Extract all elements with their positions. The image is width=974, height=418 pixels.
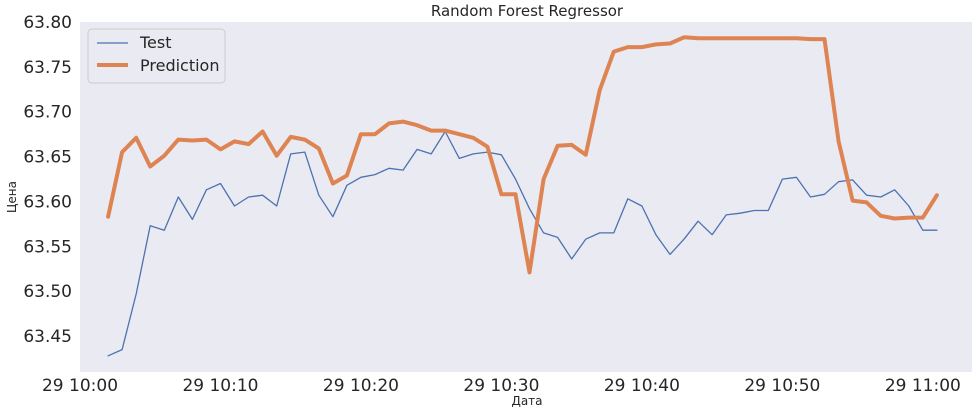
x-tick-label: 29 10:10 [182, 376, 258, 396]
series-line-test [107, 130, 938, 357]
series-layer [106, 35, 939, 357]
x-tick-label: 29 10:40 [604, 376, 680, 396]
y-tick-label: 63.45 [23, 327, 72, 347]
x-tick-label: 29 10:50 [744, 376, 820, 396]
x-tick-label: 29 11:00 [885, 376, 961, 396]
y-tick-label: 63.75 [23, 58, 72, 78]
y-tick-label: 63.60 [23, 192, 72, 212]
y-tick-label: 63.50 [23, 282, 72, 302]
legend-label-prediction: Prediction [140, 56, 219, 75]
chart-title: Random Forest Regressor [431, 2, 624, 20]
y-tick-label: 63.65 [23, 148, 72, 168]
x-tick-label: 29 10:20 [323, 376, 399, 396]
series-line-prediction [106, 35, 939, 275]
x-tick-label: 29 10:00 [42, 376, 118, 396]
legend: Test Prediction [87, 28, 226, 84]
y-axis-label: Цена [5, 181, 19, 213]
y-axis-ticks: 63.45 63.50 63.55 63.60 63.65 63.70 63.75 63.80 [23, 13, 72, 347]
x-axis-label: Дата [511, 394, 542, 408]
legend-label-test: Test [139, 33, 172, 52]
y-tick-label: 63.70 [23, 103, 72, 123]
x-axis-ticks: 29 10:00 29 10:10 29 10:20 29 10:30 29 10:40… [42, 376, 961, 396]
y-tick-label: 63.55 [23, 237, 72, 257]
x-tick-label: 29 10:30 [463, 376, 539, 396]
y-tick-label: 63.80 [23, 13, 72, 33]
